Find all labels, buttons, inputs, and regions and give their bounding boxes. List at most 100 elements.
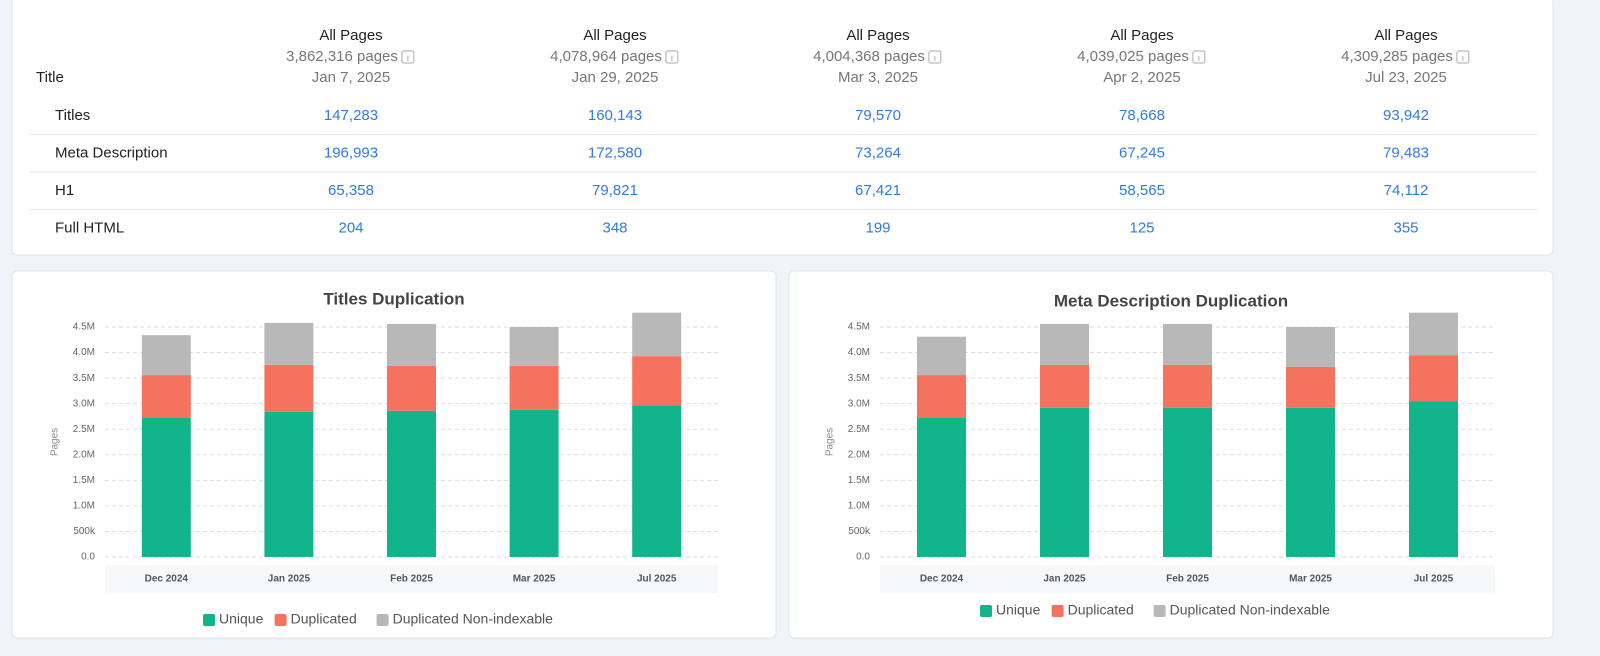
bar-segment [1286, 366, 1335, 408]
cell-value: 67,421 [855, 182, 901, 199]
x-tick-label: Dec 2024 [920, 574, 964, 585]
bar-segment [1040, 364, 1089, 408]
legend-label: Unique [996, 602, 1041, 618]
y-tick-label: 2.0M [73, 449, 95, 460]
row-label: Meta Description [55, 144, 168, 161]
column-pages: 4,078,964 pages [550, 48, 662, 65]
y-tick-label: 4.0M [848, 347, 870, 358]
x-axis-band [880, 565, 1495, 593]
cell-value: 160,143 [588, 107, 642, 124]
cell-value: 79,570 [855, 107, 901, 124]
bar-segment [632, 356, 682, 406]
column-label: All Pages [846, 27, 909, 44]
bar-segment [264, 322, 314, 365]
legend-swatch [274, 614, 287, 626]
cell-value: 58,565 [1119, 182, 1165, 199]
bar-segment [1286, 327, 1335, 367]
x-tick-label: Feb 2025 [1166, 574, 1209, 585]
x-tick-label: Mar 2025 [1289, 574, 1332, 585]
bar-segment [917, 336, 966, 376]
bar-segment [509, 327, 559, 366]
bar-segment [917, 417, 966, 557]
bar-segment [632, 312, 682, 357]
bar-segment [1286, 407, 1335, 557]
column-label: All Pages [319, 27, 382, 44]
x-tick-label: Jan 2025 [1043, 574, 1086, 585]
bar-segment [917, 375, 966, 418]
cell-value: 355 [1393, 219, 1418, 236]
bar-segment [141, 375, 191, 418]
cell-value: 204 [338, 219, 363, 236]
legend-label: Unique [219, 611, 264, 627]
y-tick-label: 4.0M [73, 347, 95, 358]
y-tick-label: 500k [848, 526, 871, 537]
cell-value: 74,112 [1384, 182, 1429, 199]
cell-value: 65,358 [328, 182, 374, 199]
info-icon [401, 50, 415, 64]
y-axis-label: Pages [825, 428, 836, 456]
column-date: Apr 2, 2025 [1103, 69, 1181, 86]
cell-value: 67,245 [1119, 144, 1165, 161]
y-tick-label: 3.5M [848, 373, 870, 384]
x-tick-label: Feb 2025 [390, 574, 433, 585]
column-pages: 4,004,368 pages [813, 48, 925, 65]
column-date: Jan 7, 2025 [312, 69, 390, 86]
cell-value: 348 [602, 219, 627, 236]
y-tick-label: 3.5M [73, 373, 95, 384]
column-label: All Pages [1110, 27, 1173, 44]
column-date: Jul 23, 2025 [1365, 69, 1447, 86]
bar-segment [1409, 401, 1458, 557]
bar-segment [1163, 323, 1212, 365]
cell-value: 78,668 [1119, 107, 1165, 124]
column-pages: 3,862,316 pages [286, 48, 398, 65]
column-label: All Pages [583, 27, 646, 44]
y-tick-label: 0.0 [856, 552, 870, 563]
bar-segment [632, 405, 682, 557]
cell-value: 147,283 [324, 107, 378, 124]
table-corner: Title [36, 69, 64, 86]
cell-value: 196,993 [324, 144, 378, 161]
x-tick-label: Mar 2025 [513, 574, 556, 585]
y-tick-label: 4.5M [848, 322, 870, 333]
bar-segment [1040, 407, 1089, 557]
bar-segment [387, 365, 436, 411]
y-tick-label: 1.5M [73, 475, 95, 486]
bar-segment [387, 410, 436, 557]
y-tick-label: 3.0M [73, 398, 95, 409]
legend-swatch [980, 605, 992, 617]
bar-segment [1409, 355, 1458, 402]
info-icon [1456, 50, 1470, 64]
cell-value: 199 [865, 219, 890, 236]
y-tick-label: 1.5M [848, 475, 870, 486]
row-label: Full HTML [55, 219, 124, 236]
x-tick-label: Dec 2024 [145, 574, 189, 585]
column-pages: 4,309,285 pages [1341, 48, 1453, 65]
legend-label: Duplicated Non-indexable [393, 611, 554, 627]
bar-segment [1163, 364, 1212, 408]
y-axis-label: Pages [50, 428, 61, 456]
cell-value: 93,942 [1383, 107, 1429, 124]
column-date: Jan 29, 2025 [572, 69, 659, 86]
y-tick-label: 2.0M [848, 449, 870, 460]
y-tick-label: 2.5M [73, 424, 95, 435]
legend-swatch [1051, 605, 1064, 617]
y-tick-label: 3.0M [848, 398, 870, 409]
y-tick-label: 1.0M [848, 501, 870, 512]
bar-segment [1409, 312, 1458, 356]
y-tick-label: 500k [73, 526, 96, 537]
legend-swatch [376, 614, 389, 626]
legend-swatch [1153, 605, 1166, 617]
chart-title: Meta Description Duplication [1054, 291, 1288, 310]
x-tick-label: Jul 2025 [1414, 574, 1454, 585]
cell-value: 125 [1129, 219, 1154, 236]
column-date: Mar 3, 2025 [838, 69, 918, 86]
bar-segment [387, 323, 436, 366]
bar-segment [264, 411, 314, 557]
legend-label: Duplicated [1068, 602, 1134, 618]
y-tick-label: 2.5M [848, 424, 870, 435]
y-tick-label: 4.5M [73, 322, 95, 333]
legend-swatch [203, 614, 215, 626]
cell-value: 79,821 [592, 182, 638, 199]
